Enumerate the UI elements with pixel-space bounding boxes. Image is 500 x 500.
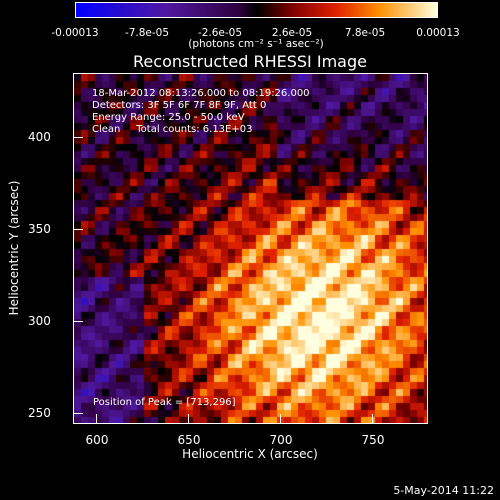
colorbar-tick-label: -0.00013 [51,27,99,39]
y-tick-mark [74,413,83,414]
colorbar [75,2,438,18]
colorbar-tick-label: -2.6e-05 [197,27,243,39]
x-tick-mark [188,414,189,423]
date-stamp: 5-May-2014 11:22 [393,484,494,497]
x-tick-label: 750 [361,433,385,447]
x-axis-label: Heliocentric X (arcsec) [182,447,318,461]
chart-title: Reconstructed RHESSI Image [133,52,367,71]
colorbar-tick-label: 7.8e-05 [344,27,386,39]
x-tick-mark [96,414,97,423]
annotation-peak-position: Position of Peak = [713,296] [93,397,236,408]
annotation-energy-range: Energy Range: 25.0 - 50.0 keV [92,112,245,123]
heatmap-image [74,74,427,423]
x-tick-label: 700 [269,433,293,447]
y-tick-label: 350 [28,222,51,236]
plot-frame [73,73,428,424]
colorbar-tick-label: -7.8e-05 [124,27,170,39]
y-tick-mark [74,137,83,138]
y-tick-label: 400 [28,130,51,144]
annotation-time-range: 18-Mar-2012 08:13:26.000 to 08:19:26.000 [92,88,310,99]
colorbar-units: (photons cm⁻² s⁻¹ asec⁻²) [188,38,324,50]
x-tick-mark [280,414,281,423]
y-axis-label: Heliocentric Y (arcsec) [7,180,21,316]
colorbar-tick-label: 2.6e-05 [271,27,313,39]
y-tick-label: 250 [28,406,51,420]
colorbar-tick-label: 0.00013 [416,27,460,39]
x-tick-label: 650 [177,433,201,447]
x-tick-mark [372,414,373,423]
y-tick-mark [74,229,83,230]
annotation-detectors: Detectors: 3F 5F 6F 7F 8F 9F, Att 0 [92,100,267,111]
annotation-total-counts: Clean Total counts: 6.13E+03 [92,124,253,135]
y-tick-label: 300 [28,314,51,328]
y-tick-mark [74,321,83,322]
x-tick-label: 600 [85,433,109,447]
